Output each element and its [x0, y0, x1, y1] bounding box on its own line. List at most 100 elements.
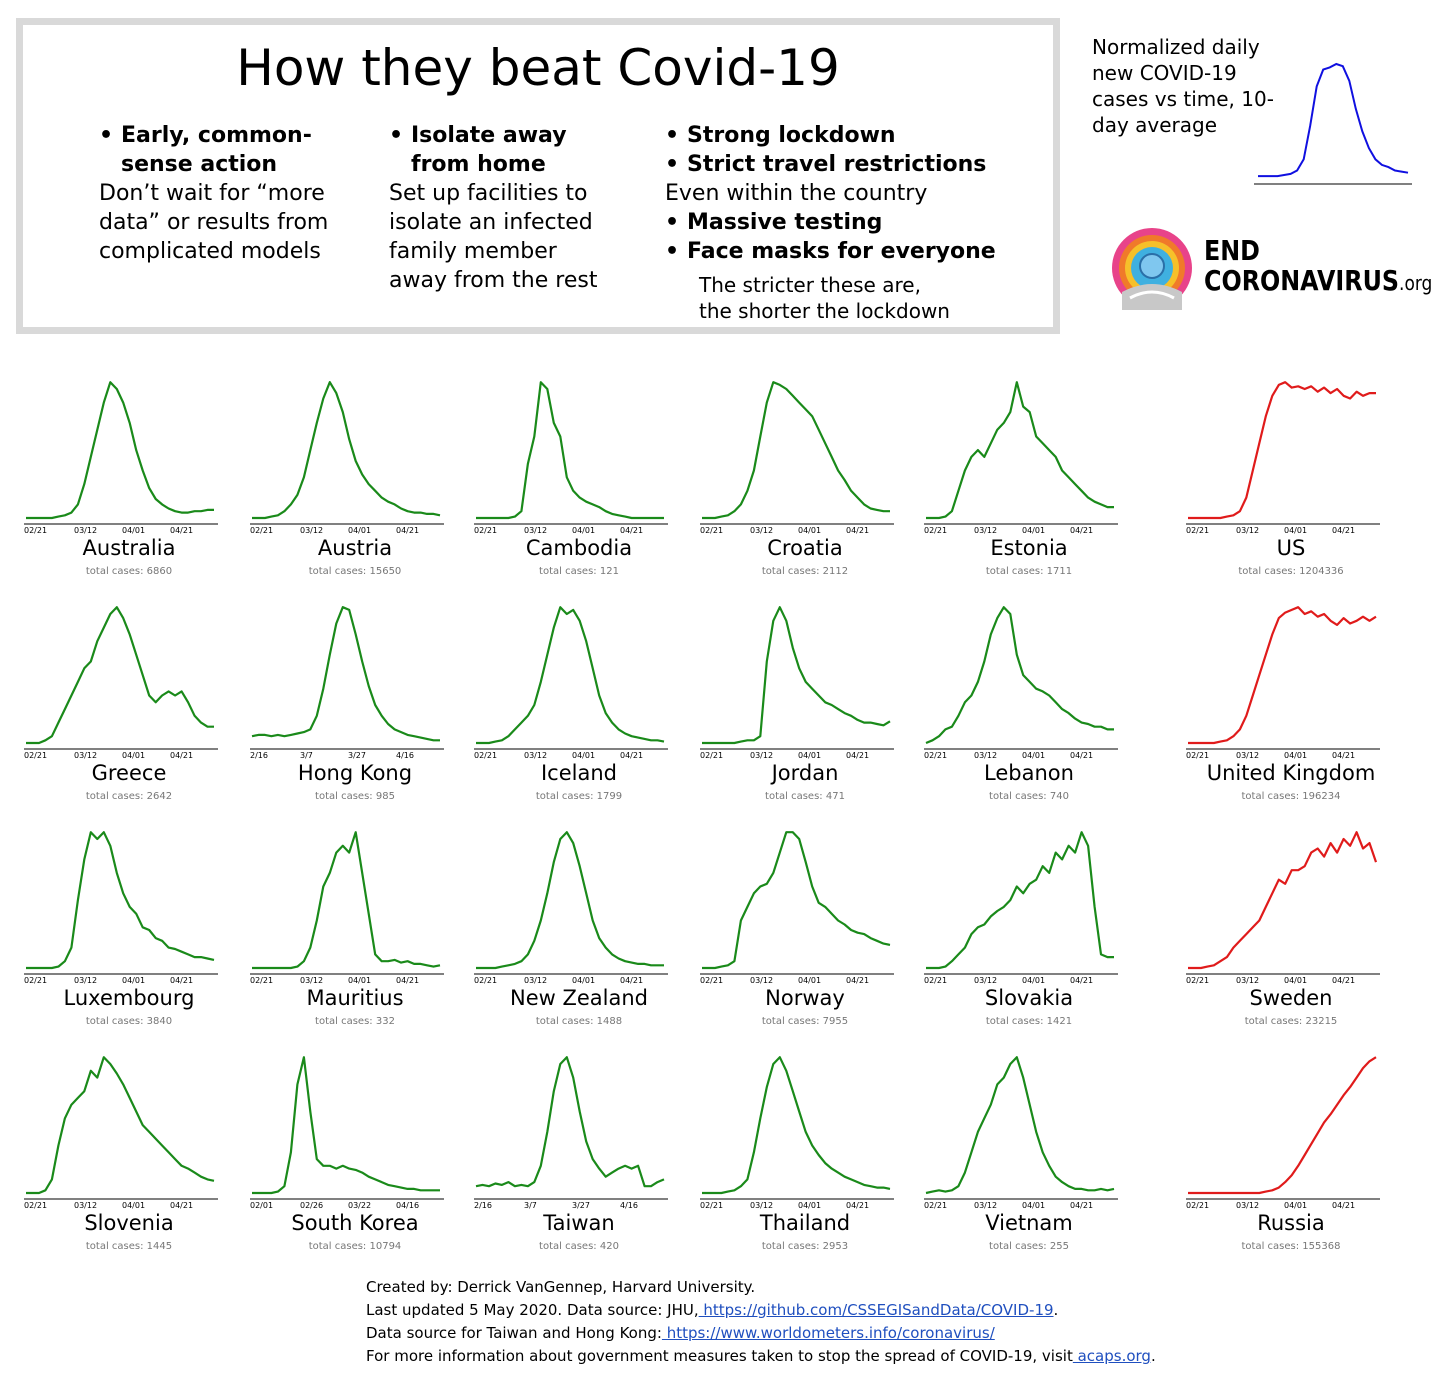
x-tick-label: 04/21: [1070, 751, 1093, 760]
series-line: [702, 606, 891, 745]
chart-panel-new-zealand: 02/21 03/12 04/01 04/21 New Zealand total cas…: [474, 822, 694, 1032]
chart-svg: 02/21 03/12 04/01 04/21: [1186, 831, 1380, 985]
series-line: [26, 606, 214, 745]
x-tick-label: 04/01: [1022, 751, 1045, 760]
x-tick-label: 03/12: [974, 976, 997, 985]
x-tick-label: 03/12: [1236, 976, 1259, 985]
country-label: Sweden: [1249, 986, 1333, 1010]
x-tick-label: 02/21: [924, 751, 947, 760]
isolate-text-1: Set up facilities to: [389, 181, 588, 206]
x-tick-label: 03/12: [300, 976, 323, 985]
country-label: Luxembourg: [63, 986, 195, 1010]
x-tick-label: 04/01: [122, 526, 145, 535]
x-tick-label: 03/12: [974, 751, 997, 760]
x-tick-label: 2/16: [474, 1201, 492, 1210]
bullet-early-line2: sense action: [121, 152, 278, 177]
country-label: Thailand: [759, 1211, 851, 1235]
x-tick-label: 04/21: [396, 526, 419, 535]
chart-svg: 02/21 03/12 04/01 04/21: [924, 381, 1118, 535]
logo-emblem-icon: [1112, 228, 1192, 310]
series-line: [26, 831, 215, 970]
chart-svg: 02/21 03/12 04/01 04/21: [24, 606, 218, 760]
x-tick-label: 02/26: [300, 1201, 323, 1210]
chart-svg: 02/21 03/12 04/01 04/21: [1186, 381, 1380, 535]
bullet-early-line1: Early, common-: [121, 123, 312, 148]
x-tick-label: 04/01: [122, 751, 145, 760]
x-tick-label: 04/01: [1022, 976, 1045, 985]
x-tick-label: 02/21: [700, 1201, 723, 1210]
country-label: Cambodia: [525, 536, 633, 560]
x-tick-label: 02/21: [924, 526, 947, 535]
jhu-link[interactable]: https://github.com/CSSEGISandData/COVID-…: [698, 1301, 1054, 1319]
x-tick-label: 03/12: [750, 751, 773, 760]
x-tick-label: 02/21: [250, 526, 273, 535]
legend-line-4: day average: [1092, 113, 1218, 137]
chart-panel-mauritius: 02/21 03/12 04/01 04/21 Mauritius total cases…: [250, 822, 470, 1032]
x-tick-label: 3/27: [348, 751, 366, 760]
x-tick-label: 02/21: [474, 526, 497, 535]
series-line: [476, 831, 664, 970]
total-cases-label: total cases: 15650: [308, 566, 402, 577]
chart-panel-vietnam: 02/21 03/12 04/01 04/21 Vietnam total cases: …: [924, 1047, 1144, 1257]
country-label: Taiwan: [543, 1211, 615, 1235]
total-cases-label: total cases: 3840: [85, 1016, 173, 1027]
total-cases-label: total cases: 2112: [761, 566, 849, 577]
x-tick-label: 04/21: [620, 751, 643, 760]
country-label: Iceland: [540, 761, 617, 785]
chart-panel-norway: 02/21 03/12 04/01 04/21 Norway total cases: 7…: [700, 822, 920, 1032]
x-tick-label: 03/12: [74, 976, 97, 985]
chart-svg: 02/21 03/12 04/01 04/21: [700, 831, 894, 985]
x-tick-label: 3/7: [300, 751, 313, 760]
chart-svg: 02/21 03/12 04/01 04/21: [474, 831, 668, 985]
chart-svg: 02/21 03/12 04/01 04/21: [700, 381, 894, 535]
logo-suffix: .org: [1399, 271, 1433, 295]
chart-svg: 02/21 03/12 04/01 04/21: [924, 831, 1118, 985]
x-tick-label: 04/21: [1332, 1201, 1355, 1210]
x-tick-label: 02/21: [1186, 1201, 1209, 1210]
footer: Created by: Derrick VanGennep, Harvard U…: [366, 1276, 1156, 1368]
x-tick-label: 02/21: [700, 751, 723, 760]
endcoronavirus-logo[interactable]: END CORONAVIRUS.org: [1110, 226, 1433, 312]
series-line: [475, 1056, 665, 1188]
worldometers-link[interactable]: https://www.worldometers.info/coronaviru…: [661, 1324, 995, 1342]
footer-created-by: Created by: Derrick VanGennep, Harvard U…: [366, 1278, 756, 1296]
series-line: [26, 381, 214, 520]
x-tick-label: 04/21: [1070, 976, 1093, 985]
chart-svg: 02/21 03/12 04/01 04/21: [250, 831, 444, 985]
x-tick-label: 03/12: [300, 526, 323, 535]
x-tick-label: 4/16: [396, 751, 414, 760]
page-title: How they beat Covid-19: [236, 39, 840, 97]
chart-svg: 02/21 03/12 04/01 04/21: [24, 381, 218, 535]
x-tick-label: 04/01: [1284, 1201, 1307, 1210]
x-tick-label: 04/01: [572, 976, 595, 985]
isolate-text-2: isolate an infected: [389, 210, 593, 235]
bullet-massive-testing: Massive testing: [687, 210, 883, 235]
logo-line-end: END: [1204, 234, 1260, 267]
total-cases-label: total cases: 121: [539, 566, 619, 577]
series-line: [926, 831, 1114, 970]
x-tick-label: 03/12: [524, 751, 547, 760]
chart-svg: 2/16 3/7 3/27 4/16: [250, 606, 444, 760]
country-label: Russia: [1257, 1211, 1325, 1235]
footer-more-info-end: .: [1150, 1347, 1156, 1365]
x-tick-label: 04/01: [572, 526, 595, 535]
total-cases-label: total cases: 1488: [535, 1016, 623, 1027]
acaps-link[interactable]: acaps.org: [1072, 1347, 1151, 1365]
x-tick-label: 03/12: [524, 976, 547, 985]
total-cases-label: total cases: 2642: [85, 791, 173, 802]
info-box: How they beat Covid-19 • Early, common- s…: [16, 18, 1060, 334]
total-cases-label: total cases: 420: [539, 1241, 619, 1252]
country-label: Jordan: [771, 761, 839, 785]
x-tick-label: 02/21: [474, 976, 497, 985]
x-tick-label: 2/16: [250, 751, 268, 760]
footer-updated: Last updated 5 May 2020. Data source: JH…: [366, 1301, 699, 1319]
chart-panel-russia: 02/21 03/12 04/01 04/21 Russia total cases: 1…: [1186, 1047, 1406, 1257]
chart-svg: 02/21 03/12 04/01 04/21: [24, 831, 218, 985]
total-cases-label: total cases: 6860: [85, 566, 173, 577]
x-tick-label: 02/21: [24, 1201, 47, 1210]
column-isolate: • Isolate away from home Set up facilitie…: [389, 123, 598, 293]
x-tick-label: 04/01: [1284, 976, 1307, 985]
chart-panel-croatia: 02/21 03/12 04/01 04/21 Croatia total cases: …: [700, 372, 920, 582]
x-tick-label: 03/12: [750, 976, 773, 985]
column-lockdown: • Strong lockdown • Strict travel restrict…: [665, 123, 996, 323]
